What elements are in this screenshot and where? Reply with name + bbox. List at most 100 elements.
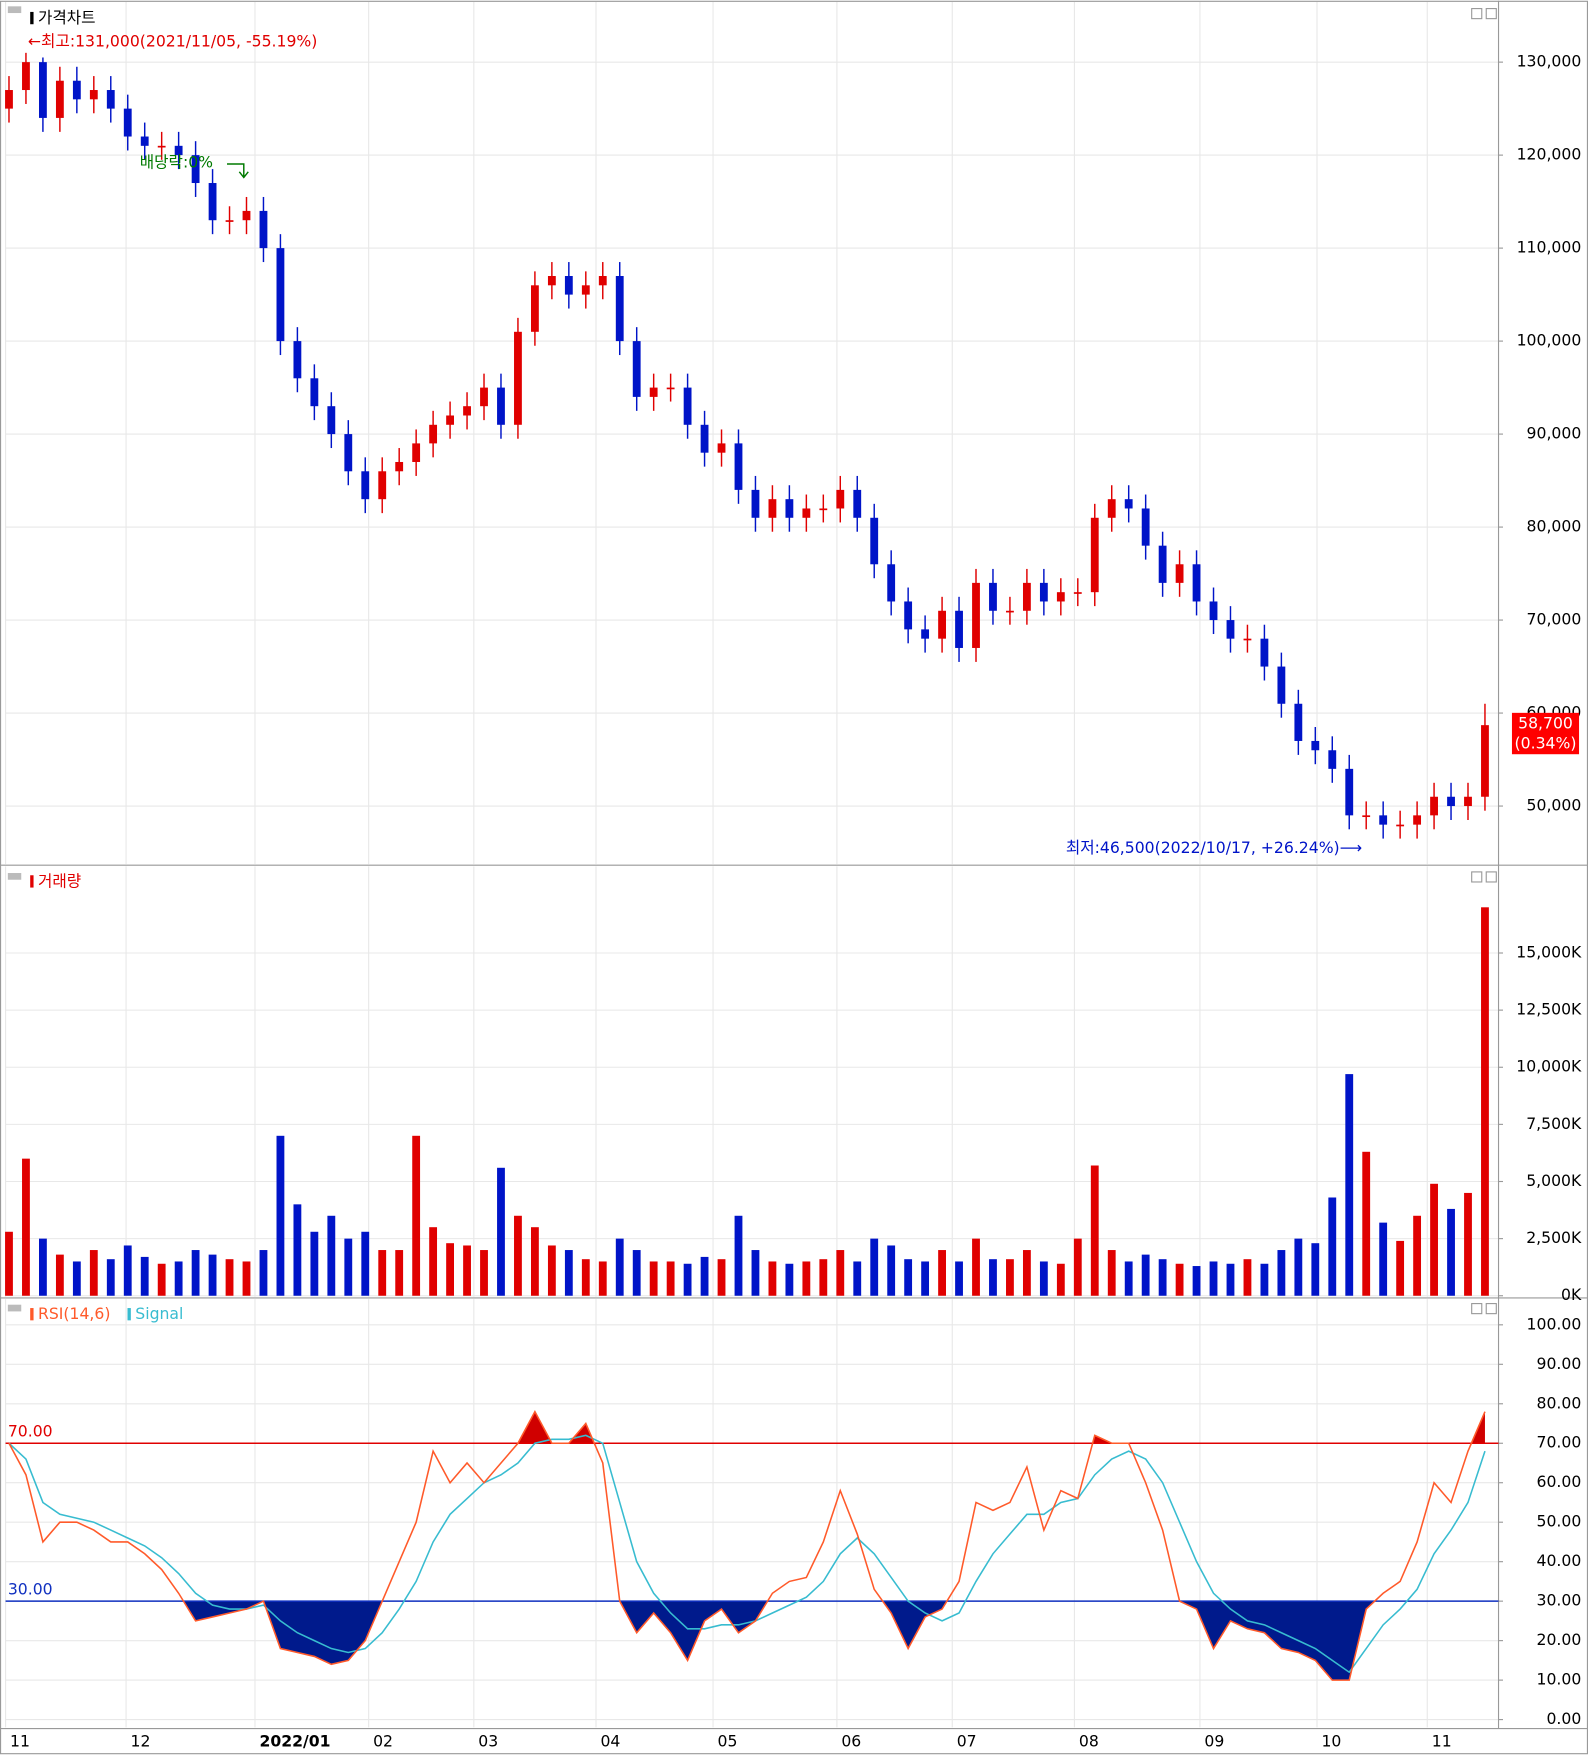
window-button[interactable] (1485, 871, 1497, 883)
candle-body (717, 443, 726, 453)
candle-body (259, 210, 268, 249)
panel-icon (7, 6, 22, 14)
volume-bar (1396, 1240, 1405, 1296)
candle-body (429, 424, 438, 444)
candle-body (564, 276, 573, 295)
volume-bar (1107, 1250, 1116, 1296)
annotation: 배당락:0% (140, 152, 213, 171)
window-button[interactable] (1485, 1303, 1497, 1315)
candle-body (191, 155, 200, 184)
panel-title: 가격차트 (38, 8, 96, 27)
y-tick-label: 5,000K (1526, 1171, 1582, 1190)
y-tick-label: 30.00 (1537, 1591, 1582, 1610)
volume-bar (191, 1250, 200, 1296)
candle-body (615, 276, 624, 342)
x-tick-label: 08 (1079, 1731, 1099, 1750)
volume-bar (1345, 1074, 1354, 1296)
volume-bar (1481, 907, 1489, 1296)
volume-bar (734, 1215, 743, 1296)
volume-bar (530, 1227, 539, 1296)
volume-bar (598, 1261, 607, 1296)
volume-bar (1243, 1259, 1252, 1296)
title-marker (30, 875, 34, 888)
volume-bar (174, 1261, 183, 1296)
annotation: ←최고:131,000(2021/11/05, -55.19%) (28, 32, 317, 51)
window-button[interactable] (1471, 8, 1483, 20)
y-tick-label: 90.00 (1537, 1354, 1582, 1373)
candle-body (1328, 750, 1337, 769)
candle-body (1107, 499, 1116, 518)
oversold-fill (8, 1601, 1485, 1681)
y-tick-label: 15,000K (1516, 943, 1582, 962)
y-tick-label: 12,500K (1516, 1000, 1582, 1019)
candle-body (1379, 815, 1388, 825)
candle-body (530, 285, 539, 332)
volume-bar (615, 1238, 624, 1296)
candle-body (649, 387, 658, 397)
volume-bar (785, 1263, 794, 1296)
volume-bar (89, 1250, 98, 1296)
marks: 11 12 2022/01 02 03 04 05 06 07 08 09 10 1150,00060,… (5, 32, 1582, 1750)
y-tick-label: 60.00 (1537, 1472, 1582, 1491)
volume-bar (157, 1263, 166, 1296)
candle-body (1124, 499, 1133, 509)
candle-body (39, 62, 47, 118)
legend-entry: RSI(14,6) (38, 1304, 110, 1323)
y-tick-label: 100.00 (1527, 1314, 1582, 1333)
candle-body (1175, 564, 1184, 583)
volume-bar (649, 1261, 658, 1296)
volume-bar (1192, 1266, 1201, 1296)
candle-body (344, 434, 353, 472)
window-button[interactable] (1471, 1303, 1483, 1315)
candle-body (666, 387, 675, 390)
volume-bar (327, 1215, 336, 1296)
x-tick-label: 10 (1321, 1731, 1341, 1750)
volume-bar (22, 1158, 30, 1296)
candle-body (140, 136, 149, 146)
candle-body (1430, 796, 1438, 816)
y-tick-label: 70,000 (1527, 610, 1582, 629)
volume-bar (1379, 1222, 1388, 1296)
volume-bar (1073, 1238, 1082, 1296)
volume-bar (1209, 1261, 1218, 1296)
x-tick-label: 09 (1204, 1731, 1224, 1750)
x-tick-label: 06 (841, 1731, 861, 1750)
candle-body (293, 341, 302, 379)
volume-bar (1430, 1183, 1438, 1296)
y-tick-label: 90,000 (1527, 424, 1582, 443)
volume-bar (1294, 1238, 1303, 1296)
volume-bar (921, 1261, 930, 1296)
volume-bar (683, 1263, 692, 1296)
candle-body (955, 610, 963, 648)
volume-bar (106, 1259, 115, 1296)
candle-body (1260, 638, 1269, 667)
candle-body (1209, 601, 1218, 621)
volume-bar (412, 1135, 421, 1296)
legend-marker (127, 1308, 131, 1321)
volume-bar (55, 1254, 64, 1296)
volume-bar (1056, 1263, 1065, 1296)
y-tick-label: 20.00 (1537, 1630, 1582, 1649)
candle-body (5, 90, 13, 109)
volume-bar (955, 1261, 963, 1296)
volume-bar (497, 1167, 505, 1296)
volume-bar (751, 1250, 760, 1296)
candle-body (819, 508, 828, 511)
candle-body (89, 90, 98, 100)
series-line (8, 1434, 1486, 1674)
x-tick-label: 12 (131, 1731, 151, 1750)
y-tick-label: 50,000 (1527, 796, 1582, 815)
candle-body (1022, 582, 1031, 611)
volume-bar (1447, 1208, 1455, 1296)
candle-body (632, 341, 641, 397)
volume-bar (1006, 1259, 1014, 1296)
y-tick-label: 120,000 (1517, 145, 1582, 164)
window-button[interactable] (1471, 871, 1483, 883)
candle-body (327, 406, 336, 435)
volume-bar (666, 1261, 675, 1296)
volume-bar (395, 1250, 404, 1296)
window-button[interactable] (1485, 8, 1497, 20)
candle-body (1294, 703, 1303, 741)
volume-bar (717, 1259, 726, 1296)
volume-bar (802, 1261, 811, 1296)
